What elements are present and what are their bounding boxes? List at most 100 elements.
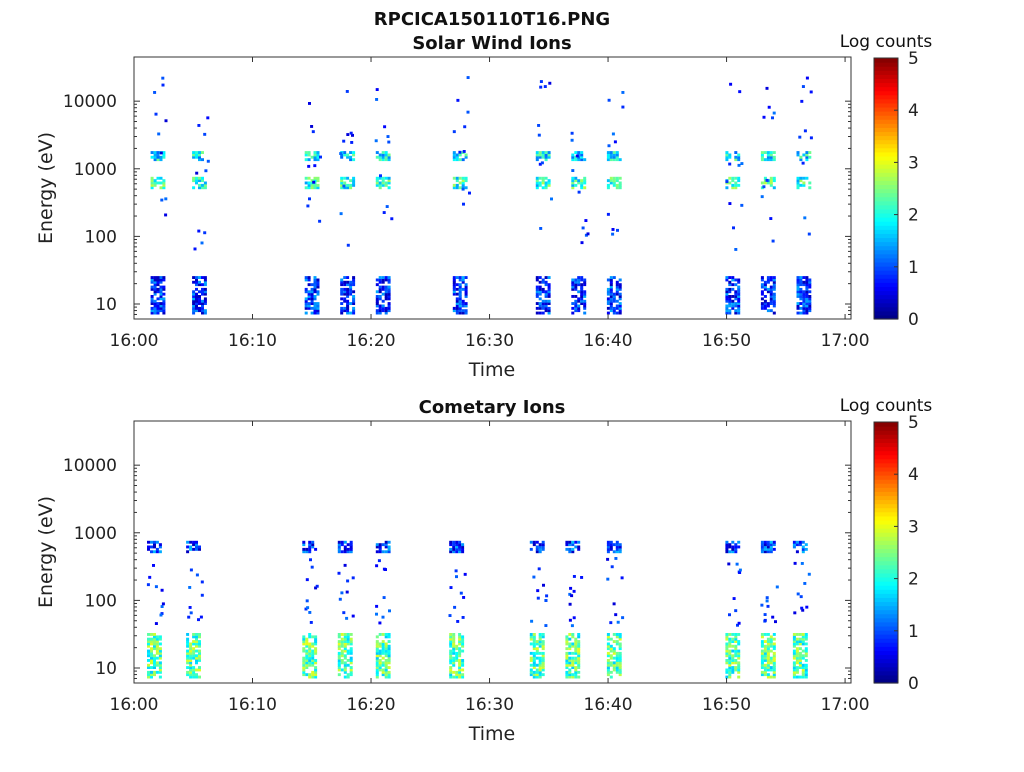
heatmap-cell xyxy=(452,663,456,667)
heatmap-cell xyxy=(340,176,344,180)
heatmap-cell xyxy=(304,181,308,185)
heatmap-cell xyxy=(381,644,385,648)
heatmap-cell xyxy=(766,661,770,665)
heatmap-cell xyxy=(311,670,315,674)
heatmap-cell xyxy=(305,654,309,658)
heatmap-cell xyxy=(159,181,163,185)
heatmap-cell xyxy=(737,163,741,167)
heatmap-cell xyxy=(571,302,575,305)
heatmap-cell xyxy=(387,306,391,310)
heatmap-cell xyxy=(766,302,770,305)
heatmap-cell xyxy=(449,540,453,544)
heatmap-cell xyxy=(461,276,465,279)
heatmap-cell xyxy=(381,304,385,308)
heatmap-cell xyxy=(725,311,729,315)
heatmap-cell xyxy=(346,292,350,296)
heatmap-cell xyxy=(316,158,320,162)
heatmap-cell xyxy=(315,584,319,588)
heatmap-cell xyxy=(618,670,622,674)
heatmap-cell xyxy=(464,287,468,291)
heatmap-cell xyxy=(547,287,551,291)
heatmap-cell xyxy=(766,278,770,282)
heatmap-cell xyxy=(802,153,806,157)
heatmap-cell xyxy=(337,647,341,651)
heatmap-cell xyxy=(449,640,453,643)
heatmap-cell xyxy=(796,280,800,284)
colorbar-segment xyxy=(874,90,898,96)
heatmap-cell xyxy=(161,83,165,87)
heatmap-cell xyxy=(574,545,578,549)
heatmap-cell xyxy=(725,545,729,549)
heatmap-cell xyxy=(737,311,741,315)
heatmap-cell xyxy=(343,547,347,551)
colorbar-segment xyxy=(874,115,898,120)
heatmap-cell xyxy=(734,633,738,636)
heatmap-cell xyxy=(769,668,773,672)
heatmap-cell xyxy=(378,661,382,665)
heatmap-cell xyxy=(609,179,613,183)
colorbar-segment xyxy=(874,621,898,627)
heatmap-cell xyxy=(448,614,452,617)
heatmap-cell xyxy=(455,659,459,662)
heatmap-cell xyxy=(452,540,456,544)
heatmap-cell xyxy=(805,295,809,298)
heatmap-cell xyxy=(198,186,201,190)
heatmap-cell xyxy=(458,285,462,289)
heatmap-cell xyxy=(577,633,581,636)
heatmap-cell xyxy=(606,545,610,549)
heatmap-cell xyxy=(375,545,379,549)
heatmap-cell xyxy=(195,181,198,185)
heatmap-cell xyxy=(150,647,153,651)
heatmap-cell xyxy=(618,666,622,669)
heatmap-cell xyxy=(766,290,770,294)
heatmap-cell xyxy=(568,618,572,622)
heatmap-cell xyxy=(203,302,207,305)
heatmap-cell xyxy=(760,666,764,669)
colorbar-segment xyxy=(874,180,898,186)
heatmap-cell xyxy=(387,278,391,282)
heatmap-cell xyxy=(577,547,581,551)
heatmap-cell xyxy=(612,656,616,660)
heatmap-cell xyxy=(459,591,463,595)
x-tick-label: 16:10 xyxy=(228,331,277,351)
heatmap-cell xyxy=(375,612,378,616)
heatmap-cell xyxy=(378,642,382,646)
heatmap-cell xyxy=(763,545,767,549)
heatmap-cell xyxy=(802,280,806,284)
heatmap-cell xyxy=(455,647,459,651)
heatmap-cell xyxy=(541,659,545,662)
heatmap-cell xyxy=(609,278,613,282)
heatmap-cell xyxy=(766,155,770,159)
heatmap-cell xyxy=(314,586,318,590)
heatmap-cell xyxy=(153,299,157,303)
heatmap-cell xyxy=(772,304,776,308)
heatmap-cell xyxy=(612,151,616,154)
heatmap-cell xyxy=(725,540,729,544)
heatmap-cell xyxy=(452,670,456,674)
colorbar-tick-label: 5 xyxy=(908,413,919,433)
heatmap-cell xyxy=(734,155,738,159)
heatmap-cell xyxy=(618,295,622,298)
heatmap-cell xyxy=(458,181,462,185)
heatmap-cell xyxy=(458,642,462,646)
heatmap-cell xyxy=(195,673,198,677)
heatmap-cell xyxy=(195,287,198,291)
heatmap-cell xyxy=(612,179,616,183)
heatmap-cell xyxy=(313,311,317,315)
heatmap-cell xyxy=(147,547,150,551)
heatmap-cell xyxy=(343,280,347,284)
heatmap-cell xyxy=(728,299,732,303)
heatmap-cell xyxy=(737,661,741,665)
heatmap-cell xyxy=(343,540,347,544)
heatmap-cell xyxy=(452,651,456,655)
heatmap-cell xyxy=(535,151,539,154)
heatmap-cell xyxy=(615,642,619,646)
heatmap-cell xyxy=(452,642,456,646)
heatmap-cell xyxy=(464,176,468,180)
heatmap-cell xyxy=(378,666,382,669)
heatmap-cell xyxy=(384,673,388,677)
heatmap-cell xyxy=(740,203,744,207)
colorbar-segment xyxy=(874,159,898,165)
heatmap-cell xyxy=(583,306,587,310)
heatmap-cell xyxy=(535,640,539,643)
